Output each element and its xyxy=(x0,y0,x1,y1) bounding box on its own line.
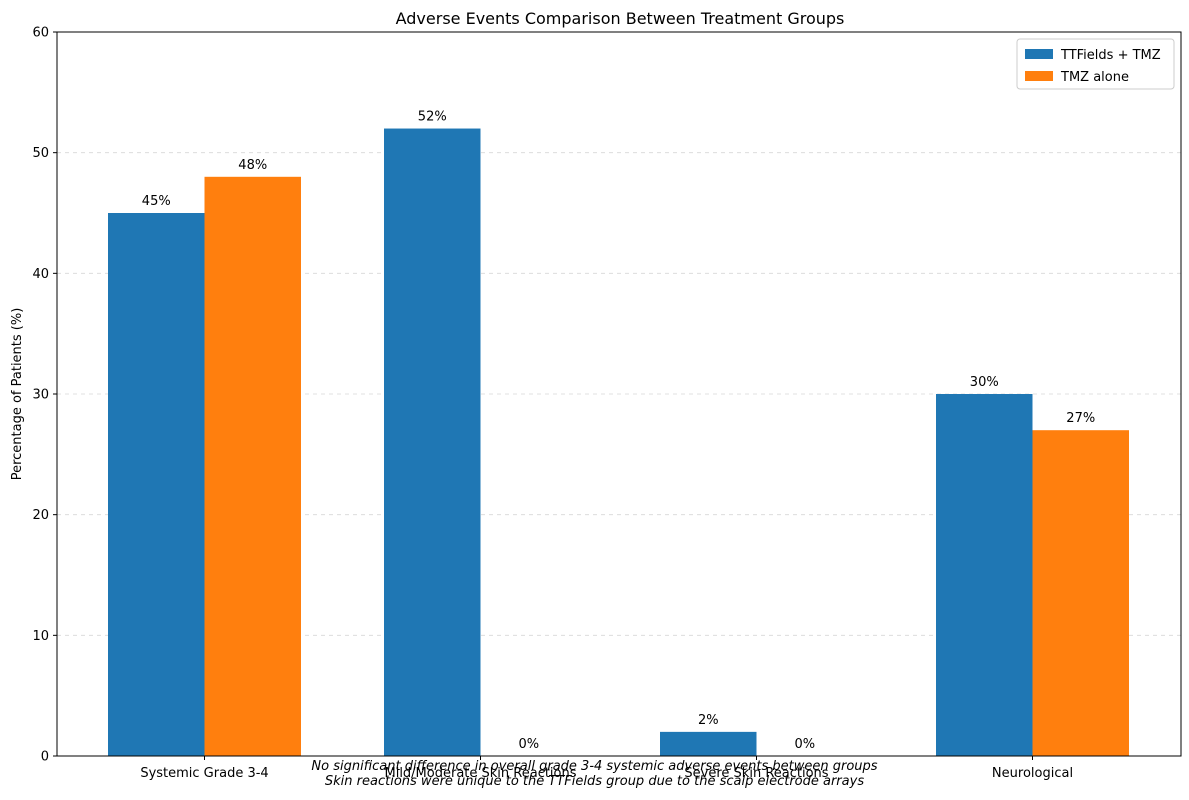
y-tick-label: 10 xyxy=(32,629,49,644)
bar-value-label: 45% xyxy=(142,194,171,209)
bar xyxy=(1032,430,1129,756)
bars xyxy=(108,128,1129,757)
bar xyxy=(660,731,757,756)
bar-value-label: 0% xyxy=(794,737,815,752)
annotation-line-2: Skin reactions were unique to the TTFiel… xyxy=(324,774,865,789)
y-tick-label: 50 xyxy=(32,146,49,161)
x-axis: Systemic Grade 3-4 Mild/Moderate Skin Rea… xyxy=(140,756,1073,781)
chart-title: Adverse Events Comparison Between Treatm… xyxy=(396,9,845,28)
legend-swatch xyxy=(1025,49,1053,59)
x-tick-label: Neurological xyxy=(992,766,1073,781)
x-tick-label: Severe Skin Reactions xyxy=(684,766,828,781)
legend: TTFields + TMZ TMZ alone xyxy=(1016,38,1175,90)
bar-value-label: 52% xyxy=(418,110,447,125)
plot-frame xyxy=(56,31,1182,757)
bar-value-label: 48% xyxy=(238,158,267,173)
annotation-line-1: No significant difference in overall gra… xyxy=(311,759,878,774)
y-axis: 0 10 20 30 40 50 60 xyxy=(32,26,57,765)
y-tick-label: 60 xyxy=(32,26,49,41)
bar xyxy=(384,128,481,757)
legend-label: TTFields + TMZ xyxy=(1060,48,1161,63)
bar-value-label: 27% xyxy=(1066,411,1095,426)
y-axis-label: Percentage of Patients (%) xyxy=(10,308,25,481)
legend-label: TMZ alone xyxy=(1060,70,1129,85)
bar-value-label: 2% xyxy=(698,713,719,728)
bar-value-label: 30% xyxy=(970,375,999,390)
y-tick-label: 20 xyxy=(32,508,49,523)
x-tick-label: Mild/Moderate Skin Reactions xyxy=(384,766,576,781)
bar xyxy=(108,213,205,756)
value-labels: 45% 48% 52% 0% 2% 0% 30% 27% xyxy=(142,110,1095,752)
y-tick-label: 0 xyxy=(41,750,49,765)
y-tick-label: 30 xyxy=(32,388,49,403)
y-tick-label: 40 xyxy=(32,267,49,282)
legend-swatch xyxy=(1025,71,1053,81)
bar-value-label: 0% xyxy=(518,737,539,752)
x-tick-label: Systemic Grade 3-4 xyxy=(140,766,268,781)
bar xyxy=(936,394,1033,756)
legend-box xyxy=(1016,38,1175,90)
bar xyxy=(204,176,301,757)
